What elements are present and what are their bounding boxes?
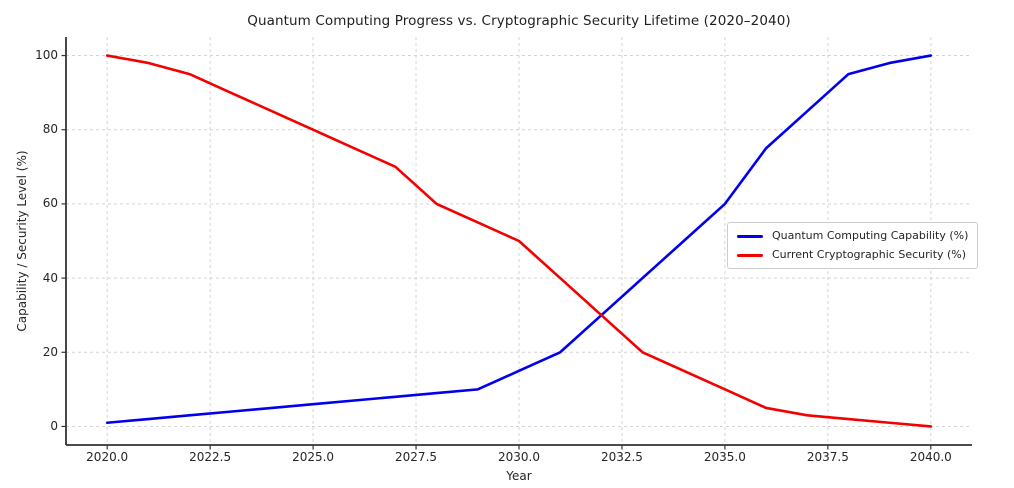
legend-item-crypto: Current Cryptographic Security (%): [737, 248, 968, 262]
series-line-1: [105, 54, 933, 428]
x-tick-label: 2040.0: [909, 450, 952, 464]
x-axis-label: Year: [506, 469, 532, 483]
x-tick-label: 2035.0: [703, 450, 746, 464]
y-tick-label: 0: [50, 418, 58, 433]
x-tick-label: 2030.0: [498, 450, 540, 464]
y-tick-label: 60: [42, 196, 58, 211]
series-line-0: [105, 54, 933, 425]
y-tick-label: 40: [42, 270, 58, 285]
y-axis-label: Capability / Security Level (%): [15, 150, 29, 332]
quantum-line-swatch-icon: [737, 234, 763, 238]
x-tick-label: 2022.5: [189, 450, 232, 464]
y-tick-label: 80: [42, 122, 58, 137]
crypto-line-swatch-icon: [737, 253, 763, 257]
x-tick-label: 2020.0: [86, 450, 129, 464]
y-tick-label: 100: [35, 48, 58, 63]
y-tick-label: 20: [42, 344, 58, 359]
x-tick-label: 2027.5: [395, 450, 438, 464]
legend-item-quantum: Quantum Computing Capability (%): [737, 229, 968, 243]
legend-label-quantum: Quantum Computing Capability (%): [772, 229, 969, 242]
x-tick-label: 2025.0: [292, 450, 335, 464]
legend-label-crypto: Current Cryptographic Security (%): [772, 248, 967, 261]
x-tick-label: 2037.5: [806, 450, 849, 464]
chart-title: Quantum Computing Progress vs. Cryptogra…: [247, 13, 791, 29]
legend: Quantum Computing Capability (%) Current…: [727, 222, 979, 269]
x-tick-label: 2032.5: [600, 450, 643, 464]
